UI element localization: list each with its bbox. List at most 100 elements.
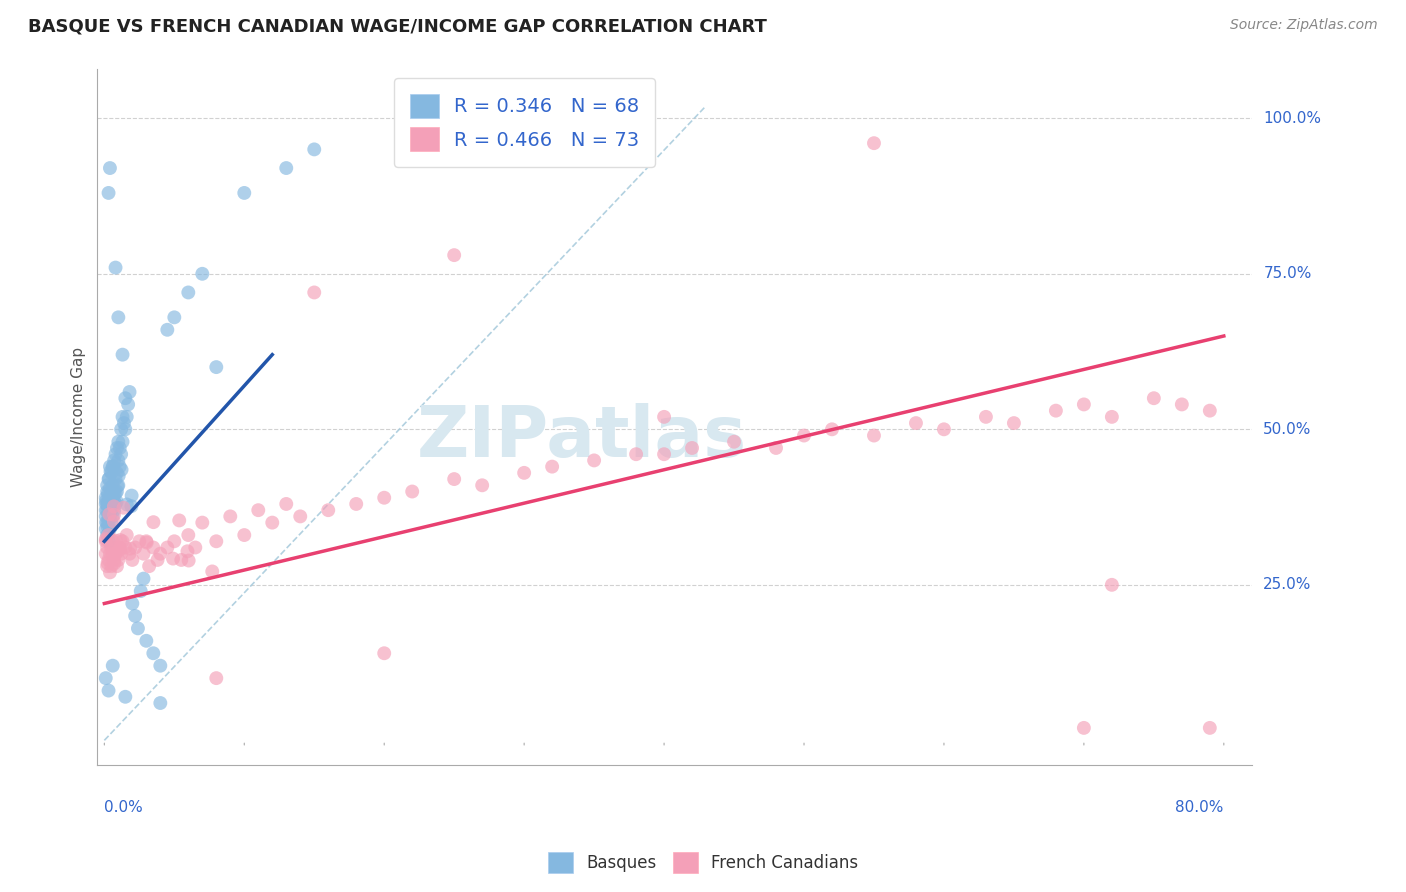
- Point: [96, 484, 118, 499]
- Point: [107, 434, 129, 449]
- Point: [138, 559, 160, 574]
- Point: [344, 497, 367, 511]
- Point: [129, 584, 152, 599]
- Point: [100, 491, 122, 505]
- Point: [105, 559, 128, 574]
- Point: [233, 186, 256, 200]
- Point: [624, 447, 647, 461]
- Point: [97, 472, 120, 486]
- Point: [821, 422, 844, 436]
- Point: [101, 485, 124, 500]
- Point: [443, 472, 465, 486]
- Point: [205, 360, 228, 375]
- Point: [94, 497, 117, 511]
- Point: [304, 142, 326, 156]
- Point: [100, 501, 122, 516]
- Point: [100, 466, 122, 480]
- Point: [541, 459, 564, 474]
- Point: [135, 633, 157, 648]
- Point: [96, 478, 118, 492]
- Point: [103, 508, 125, 522]
- Point: [110, 463, 132, 477]
- Point: [156, 323, 179, 337]
- Point: [276, 161, 298, 175]
- Point: [156, 541, 179, 555]
- Point: [98, 497, 121, 511]
- Point: [932, 422, 955, 436]
- Point: [121, 489, 143, 503]
- Point: [115, 409, 138, 424]
- Point: [98, 161, 121, 175]
- Legend: R = 0.346   N = 68, R = 0.466   N = 73: R = 0.346 N = 68, R = 0.466 N = 73: [394, 78, 655, 167]
- Point: [97, 486, 120, 500]
- Point: [108, 541, 131, 556]
- Point: [132, 547, 155, 561]
- Point: [162, 551, 184, 566]
- Point: [103, 488, 125, 502]
- Point: [103, 553, 125, 567]
- Point: [97, 534, 120, 549]
- Point: [101, 459, 124, 474]
- Point: [652, 447, 675, 461]
- Point: [583, 453, 606, 467]
- Point: [373, 491, 395, 505]
- Point: [177, 528, 200, 542]
- Point: [100, 541, 122, 555]
- Point: [177, 285, 200, 300]
- Point: [97, 491, 120, 505]
- Point: [103, 503, 125, 517]
- Point: [149, 658, 172, 673]
- Point: [107, 553, 129, 567]
- Point: [1101, 578, 1123, 592]
- Point: [304, 285, 326, 300]
- Point: [1073, 397, 1095, 411]
- Point: [247, 503, 270, 517]
- Point: [103, 484, 125, 499]
- Point: [316, 503, 339, 517]
- Text: 80.0%: 80.0%: [1175, 800, 1223, 815]
- Point: [107, 310, 129, 325]
- Point: [96, 556, 118, 570]
- Text: 0.0%: 0.0%: [104, 800, 143, 815]
- Point: [142, 541, 165, 555]
- Point: [96, 528, 118, 542]
- Point: [105, 494, 128, 508]
- Point: [97, 516, 120, 530]
- Point: [100, 465, 122, 479]
- Point: [104, 497, 127, 511]
- Point: [98, 482, 121, 496]
- Point: [124, 541, 146, 555]
- Point: [94, 534, 117, 549]
- Point: [863, 428, 886, 442]
- Point: [110, 422, 132, 436]
- Point: [103, 453, 125, 467]
- Point: [101, 497, 124, 511]
- Point: [96, 516, 118, 530]
- Point: [96, 503, 118, 517]
- Point: [97, 553, 120, 567]
- Point: [98, 566, 121, 580]
- Point: [276, 497, 298, 511]
- Point: [94, 532, 117, 546]
- Point: [149, 547, 172, 561]
- Point: [142, 515, 165, 529]
- Point: [111, 348, 134, 362]
- Text: ZIPatlas: ZIPatlas: [418, 403, 747, 472]
- Point: [121, 597, 143, 611]
- Point: [373, 646, 395, 660]
- Point: [118, 547, 141, 561]
- Point: [94, 547, 117, 561]
- Point: [233, 528, 256, 542]
- Point: [177, 553, 200, 567]
- Point: [94, 503, 117, 517]
- Point: [128, 534, 150, 549]
- Point: [96, 559, 118, 574]
- Point: [191, 267, 214, 281]
- Point: [120, 541, 142, 556]
- Point: [114, 422, 136, 436]
- Point: [904, 416, 927, 430]
- Point: [98, 522, 121, 536]
- Point: [105, 466, 128, 480]
- Point: [219, 509, 242, 524]
- Point: [132, 572, 155, 586]
